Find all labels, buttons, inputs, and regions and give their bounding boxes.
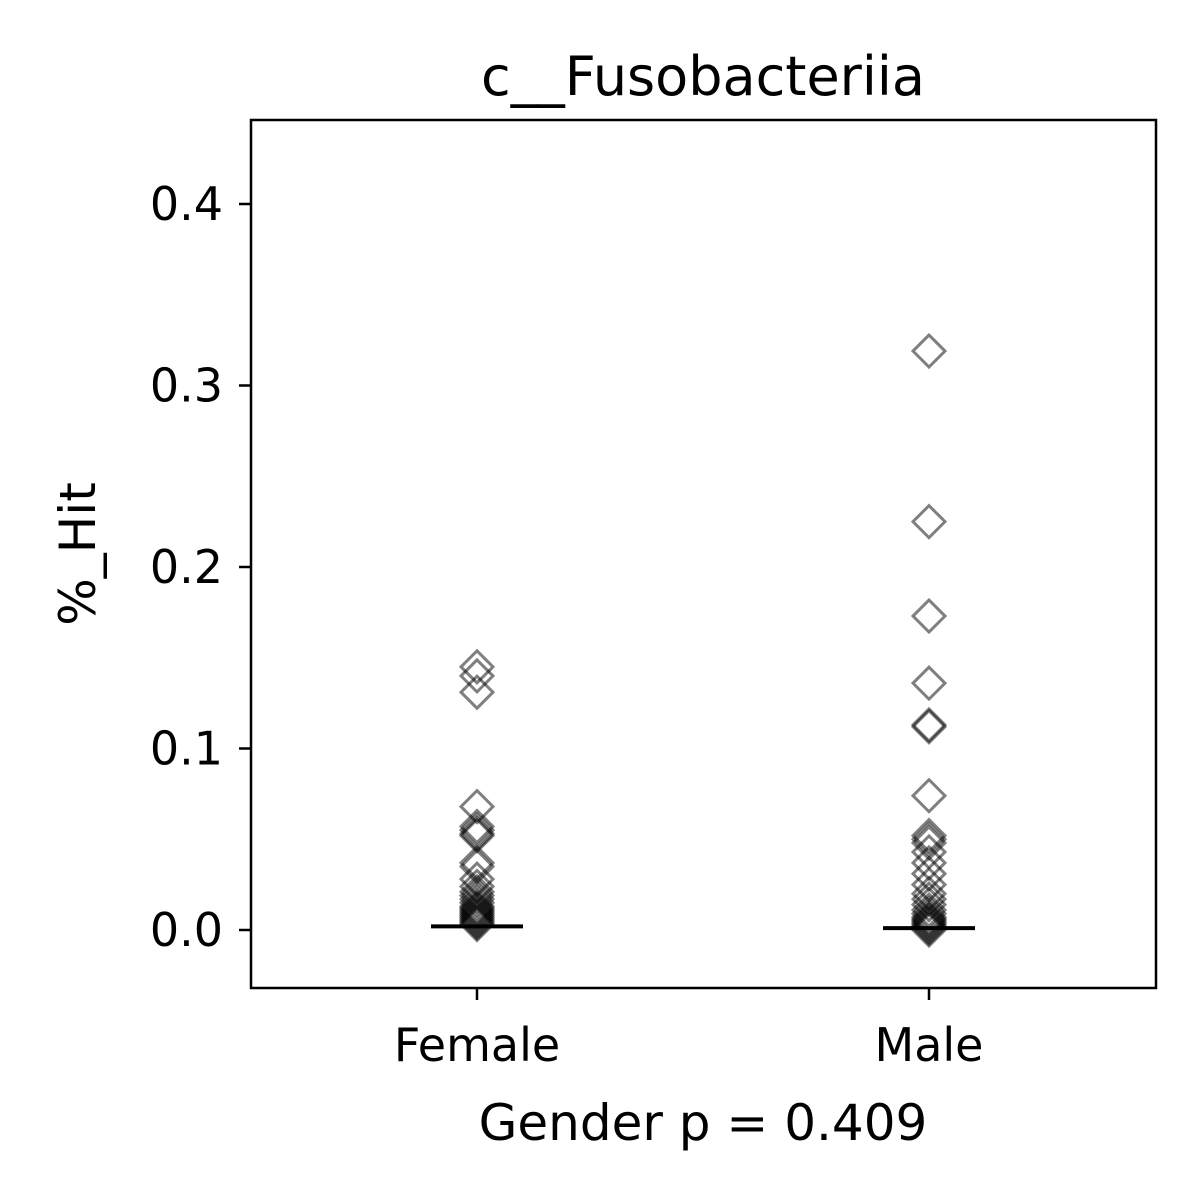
x-axis-ticks: Female Male [394, 988, 984, 1072]
data-point-diamond [458, 884, 496, 921]
data-point-diamond [458, 808, 496, 845]
data-point-diamond [910, 665, 948, 702]
x-tick-label: Female [394, 1018, 560, 1072]
data-points [458, 332, 948, 949]
y-tick-label: 0.0 [150, 903, 223, 957]
data-point-diamond [910, 886, 948, 923]
data-point-diamond [458, 906, 496, 943]
chart-title: c__Fusobacteriia [481, 45, 925, 108]
data-point-diamond [458, 648, 496, 685]
y-tick-label: 0.3 [150, 359, 223, 413]
data-point-diamond [910, 708, 948, 745]
x-tick-label: Male [875, 1018, 984, 1072]
x-axis-label: Gender p = 0.409 [479, 1094, 928, 1152]
data-point-diamond [910, 817, 948, 854]
data-point-diamond [910, 821, 948, 858]
data-point-diamond [910, 332, 948, 370]
y-tick-label: 0.1 [150, 722, 223, 776]
data-point-diamond [458, 788, 496, 825]
data-point-diamond [458, 674, 496, 711]
data-point-diamond [910, 503, 948, 540]
y-tick-label: 0.2 [150, 540, 223, 594]
median-lines [431, 924, 975, 931]
y-axis-ticks: 0.0 0.1 0.2 0.3 0.4 [150, 177, 251, 957]
data-point-diamond [910, 777, 948, 814]
data-point-diamond [458, 657, 496, 695]
data-point-diamond [458, 877, 496, 914]
y-axis-label: %_Hit [49, 482, 107, 626]
data-point-diamond [910, 911, 948, 949]
data-point-diamond [910, 597, 948, 635]
data-point-diamond [458, 881, 496, 918]
plot-area [249, 118, 1158, 990]
y-tick-label: 0.4 [150, 177, 223, 231]
data-point-diamond [910, 891, 948, 929]
